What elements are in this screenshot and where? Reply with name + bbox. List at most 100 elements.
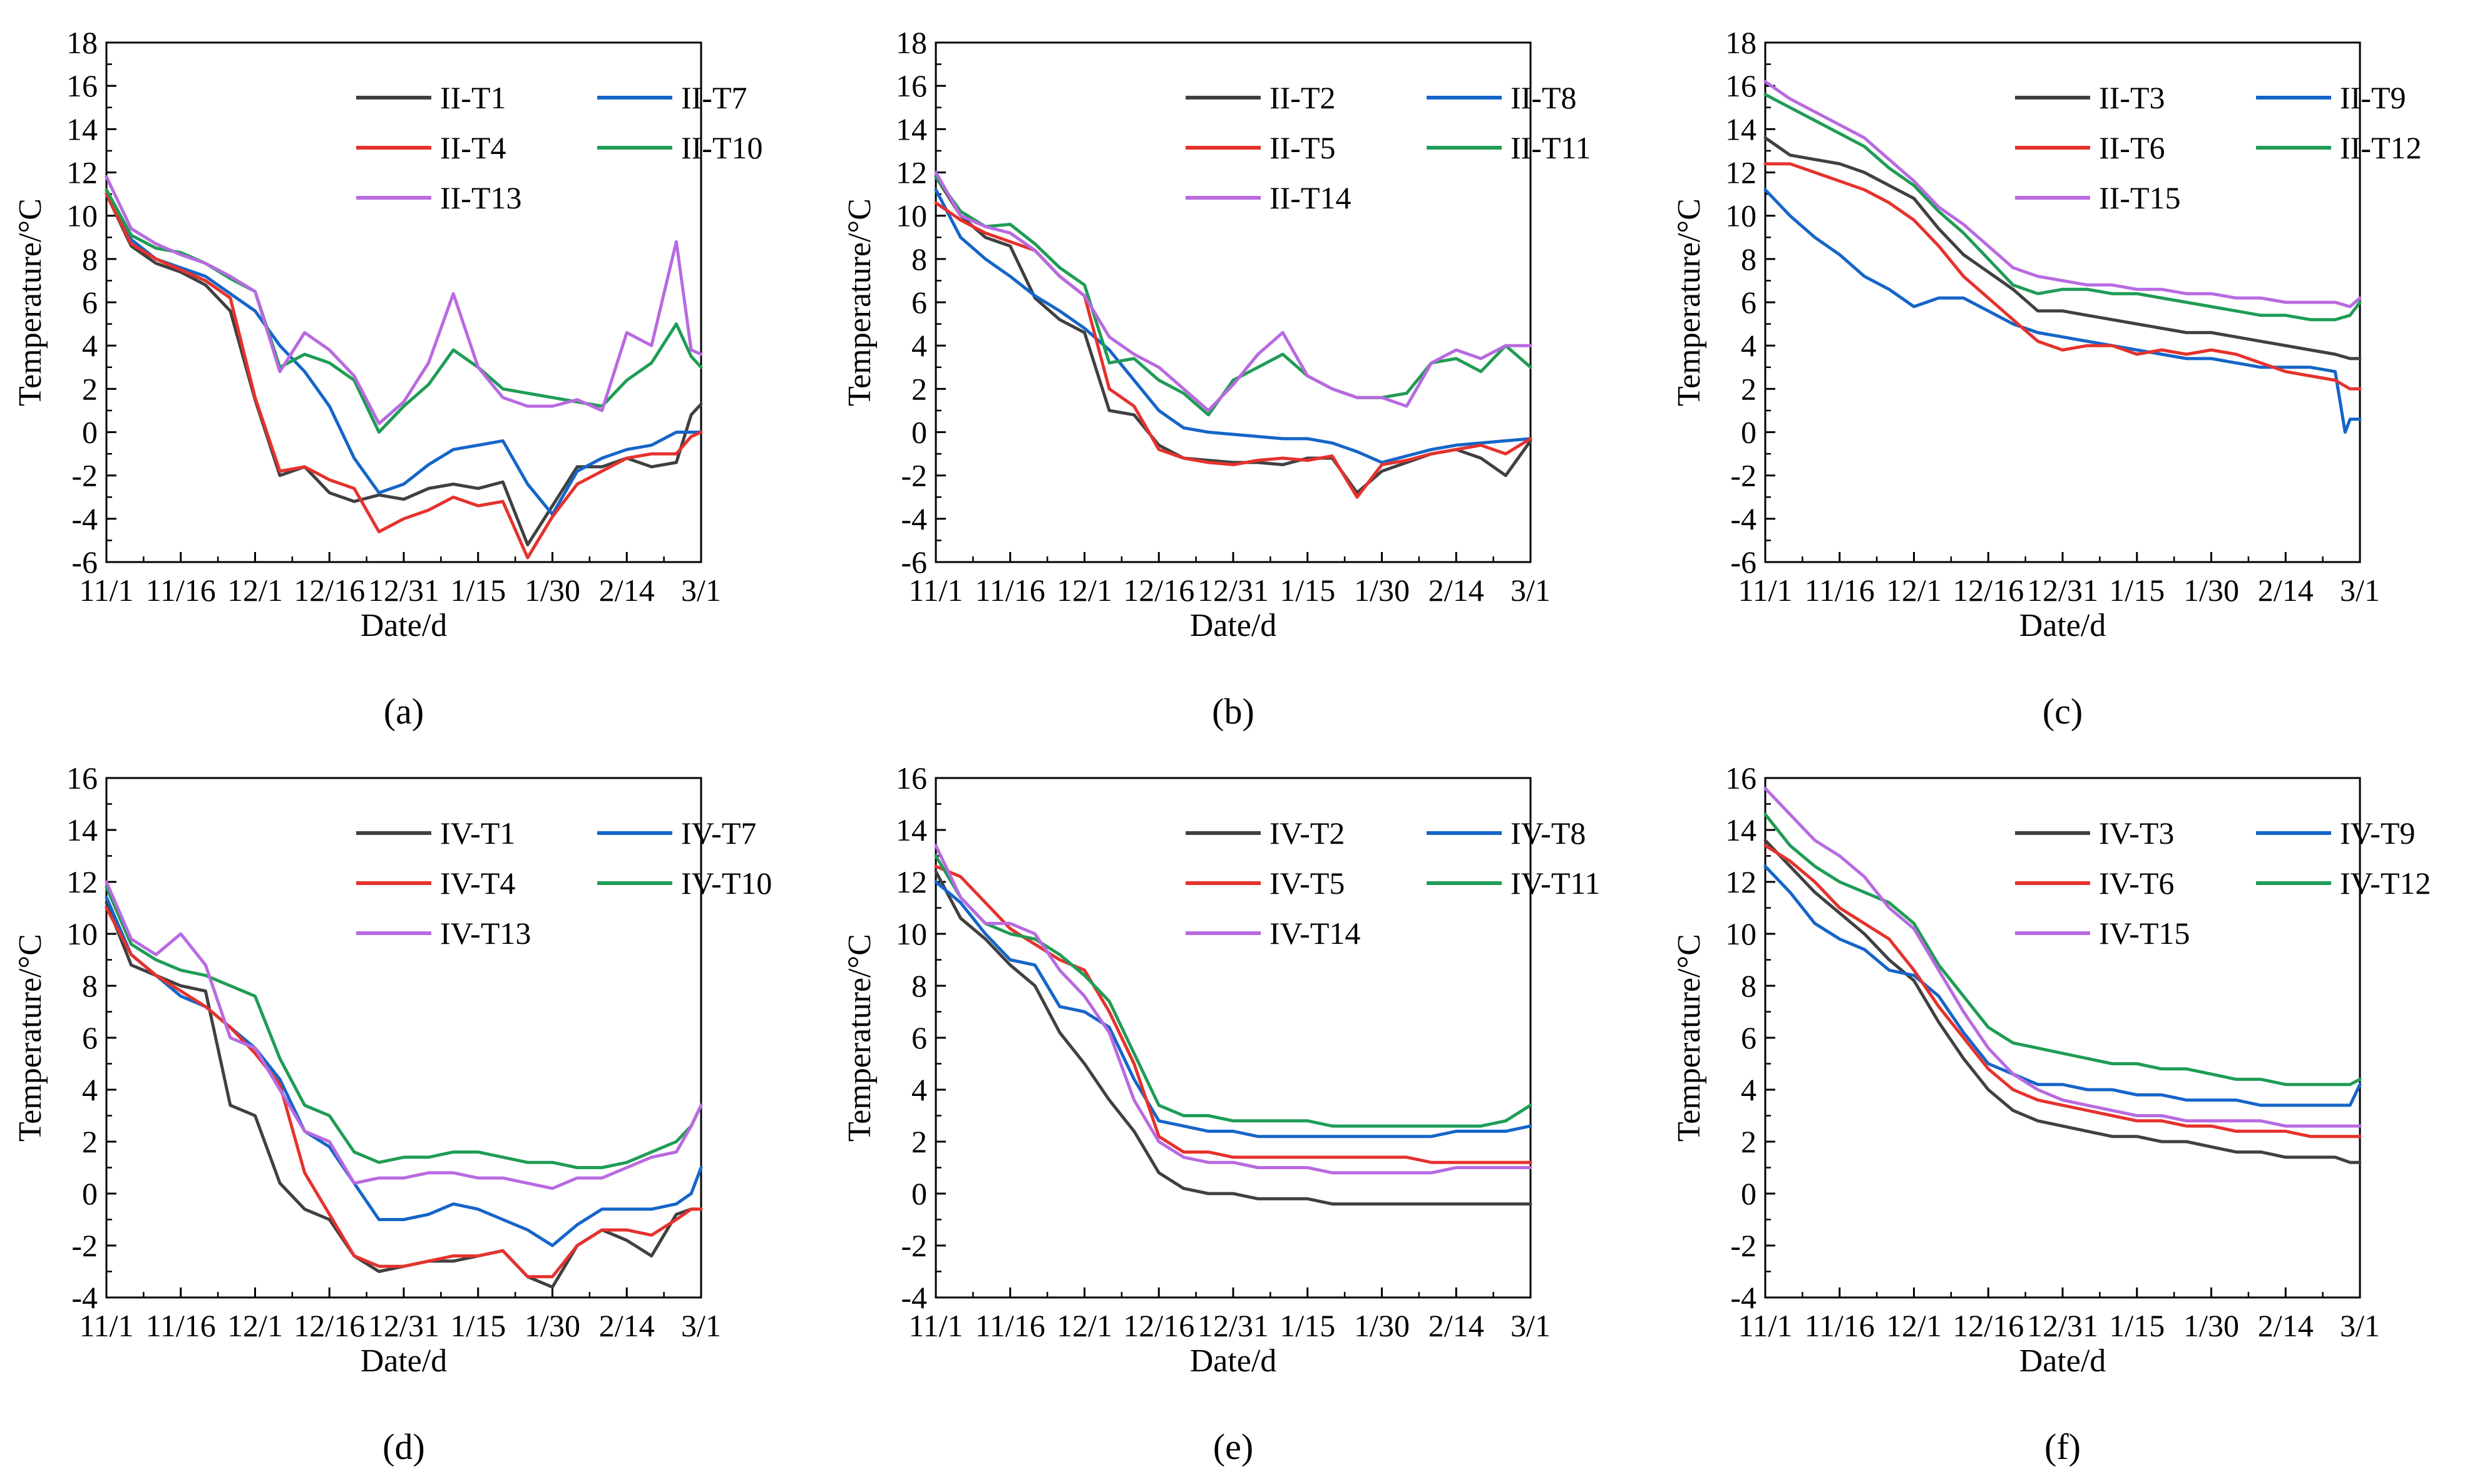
x-axis-label: Date/d [1190, 608, 1277, 643]
y-axis-label: Temperature/°C [842, 198, 878, 406]
x-tick-label: 12/16 [294, 573, 365, 608]
series-line-ii-t4 [105, 192, 703, 560]
y-tick-label: 4 [911, 1072, 927, 1107]
y-tick-label: 6 [911, 285, 927, 320]
y-tick-label: 12 [1725, 155, 1756, 190]
y-tick-label: 6 [1741, 285, 1756, 320]
x-tick-label: 11/1 [1738, 1308, 1792, 1343]
y-tick-label: 12 [66, 155, 98, 190]
series-line-ii-t5 [934, 201, 1532, 499]
y-tick-label: 18 [1725, 25, 1756, 60]
x-tick-label: 12/16 [294, 1308, 365, 1343]
y-tick-label: -4 [1730, 1280, 1756, 1315]
y-tick-label: 0 [82, 415, 98, 450]
x-tick-label: 12/1 [1057, 1308, 1112, 1343]
y-axis-label: Temperature/°C [13, 934, 48, 1142]
y-tick-label: 18 [66, 25, 98, 60]
x-tick-label: 3/1 [1510, 1308, 1551, 1343]
panel-label: (a) [384, 691, 424, 732]
series-line-iv-t3 [1763, 839, 2362, 1164]
x-tick-label: 1/30 [525, 1308, 580, 1343]
y-tick-label: 8 [1741, 968, 1756, 1003]
y-tick-label: 0 [82, 1176, 98, 1211]
x-tick-label: 11/16 [146, 573, 216, 608]
legend-label: IV-T7 [681, 816, 756, 851]
x-tick-label: 11/1 [1738, 573, 1792, 608]
series-line-iv-t7 [105, 896, 703, 1247]
chart-panel-d: 16 14 12 10 8 6 4 2 0 -2 -411/1 11/16 12/1 12/16 12/31… [13, 760, 772, 1467]
legend-label: II-T5 [1269, 130, 1336, 165]
x-axis-label: Date/d [361, 608, 448, 643]
x-tick-label: 12/1 [1057, 573, 1112, 608]
legend-label: II-T12 [2340, 130, 2422, 165]
x-tick-label: 12/16 [1952, 573, 2024, 608]
series-line-ii-t12 [1763, 93, 2362, 322]
series-line-iv-t6 [1763, 844, 2362, 1139]
y-tick-label: 0 [1741, 415, 1756, 450]
x-tick-label: 11/1 [79, 573, 133, 608]
x-tick-label: 2/14 [599, 573, 655, 608]
y-tick-label: -2 [901, 1228, 927, 1263]
y-tick-label: 4 [82, 328, 98, 363]
x-tick-label: 11/16 [1805, 1308, 1875, 1343]
x-tick-label: 2/14 [599, 1308, 655, 1343]
y-tick-label: 10 [1725, 916, 1756, 951]
legend-label: II-T13 [440, 180, 522, 215]
legend-label: II-T6 [2099, 130, 2165, 165]
legend-label: IV-T4 [440, 866, 515, 901]
x-tick-label: 12/31 [368, 1308, 439, 1343]
series-line-iv-t12 [1763, 812, 2362, 1087]
legend-label: IV-T6 [2099, 866, 2174, 901]
y-tick-label: -2 [71, 458, 98, 493]
y-tick-label: 2 [911, 371, 927, 406]
y-tick-label: 14 [1725, 111, 1756, 146]
legend-label: II-T4 [440, 130, 506, 165]
legend-label: IV-T13 [440, 916, 531, 951]
x-tick-label: 1/15 [2109, 1308, 2165, 1343]
y-tick-label: 16 [896, 68, 927, 103]
y-tick-label: 12 [896, 155, 927, 190]
legend-label: II-T7 [681, 80, 747, 115]
x-tick-label: 1/30 [1354, 1308, 1410, 1343]
x-tick-label: 1/30 [1354, 573, 1410, 608]
legend-label: II-T15 [2099, 180, 2181, 215]
legend-label: II-T10 [681, 130, 763, 165]
y-tick-label: -4 [1730, 501, 1756, 536]
series-line-iv-t13 [105, 880, 703, 1190]
legend-label: II-T11 [1510, 130, 1591, 165]
series-line-ii-t2 [934, 175, 1532, 494]
y-tick-label: 6 [82, 1020, 98, 1055]
series-line-iv-t4 [105, 906, 703, 1279]
x-tick-label: 3/1 [2340, 573, 2380, 608]
series-line-ii-t11 [934, 175, 1532, 417]
legend-label: II-T2 [1269, 80, 1336, 115]
x-tick-label: 2/14 [1428, 1308, 1484, 1343]
y-tick-label: 14 [896, 111, 927, 146]
x-tick-label: 1/15 [450, 573, 506, 608]
x-tick-label: 11/16 [975, 1308, 1045, 1343]
x-axis-label: Date/d [361, 1343, 448, 1379]
x-tick-label: 2/14 [1428, 573, 1484, 608]
series-line-ii-t6 [1763, 162, 2362, 391]
x-tick-label: 12/1 [227, 573, 283, 608]
legend-label: IV-T8 [1510, 816, 1586, 851]
y-tick-label: 8 [911, 968, 927, 1003]
y-tick-label: 6 [911, 1020, 927, 1055]
plot-frame [1764, 777, 2361, 1299]
y-tick-label: 16 [66, 68, 98, 103]
series-line-ii-t1 [105, 192, 703, 546]
plot-frame [935, 41, 1532, 563]
x-tick-label: 1/15 [450, 1308, 506, 1343]
legend-label: IV-T15 [2099, 916, 2190, 951]
x-tick-label: 1/15 [1280, 573, 1335, 608]
y-axis-label: Temperature/°C [13, 198, 48, 406]
series-line-iv-t14 [934, 844, 1532, 1175]
y-tick-label: 14 [1725, 812, 1756, 847]
legend-label: II-T14 [1269, 180, 1351, 215]
y-tick-label: -4 [71, 501, 98, 536]
legend-label: II-T1 [440, 80, 506, 115]
y-tick-label: -2 [1730, 458, 1756, 493]
y-tick-label: 10 [66, 916, 98, 951]
plot-frame [935, 777, 1532, 1299]
